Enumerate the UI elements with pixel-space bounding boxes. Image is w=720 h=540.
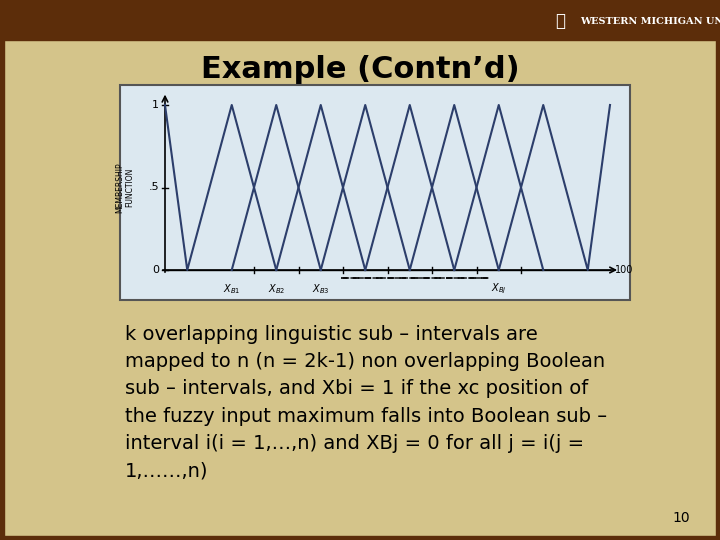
Text: 100: 100 xyxy=(615,265,634,275)
Text: $X_{B3}$: $X_{B3}$ xyxy=(312,282,330,296)
Text: Example (Contn’d): Example (Contn’d) xyxy=(201,56,519,84)
Text: $X_{B2}$: $X_{B2}$ xyxy=(268,282,285,296)
Text: $X_{B1}$: $X_{B1}$ xyxy=(223,282,240,296)
Bar xyxy=(716,0,720,540)
Bar xyxy=(0,0,4,540)
Text: 0: 0 xyxy=(152,265,159,275)
Text: 1: 1 xyxy=(152,100,159,110)
Text: $X_{Bj}$: $X_{Bj}$ xyxy=(491,282,507,296)
Text: MEMBERSHIP
FUNCTION: MEMBERSHIP FUNCTION xyxy=(115,162,135,213)
FancyBboxPatch shape xyxy=(120,85,630,300)
Text: .5: .5 xyxy=(148,183,159,192)
Bar xyxy=(0,536,720,540)
Text: WESTERN MICHIGAN UNIVERSITY: WESTERN MICHIGAN UNIVERSITY xyxy=(580,17,720,25)
Bar xyxy=(0,0,720,40)
Text: 🎓: 🎓 xyxy=(555,12,565,30)
Text: k overlapping linguistic sub – intervals are
mapped to n (n = 2k-1) non overlapp: k overlapping linguistic sub – intervals… xyxy=(125,325,607,480)
Text: 10: 10 xyxy=(672,511,690,525)
